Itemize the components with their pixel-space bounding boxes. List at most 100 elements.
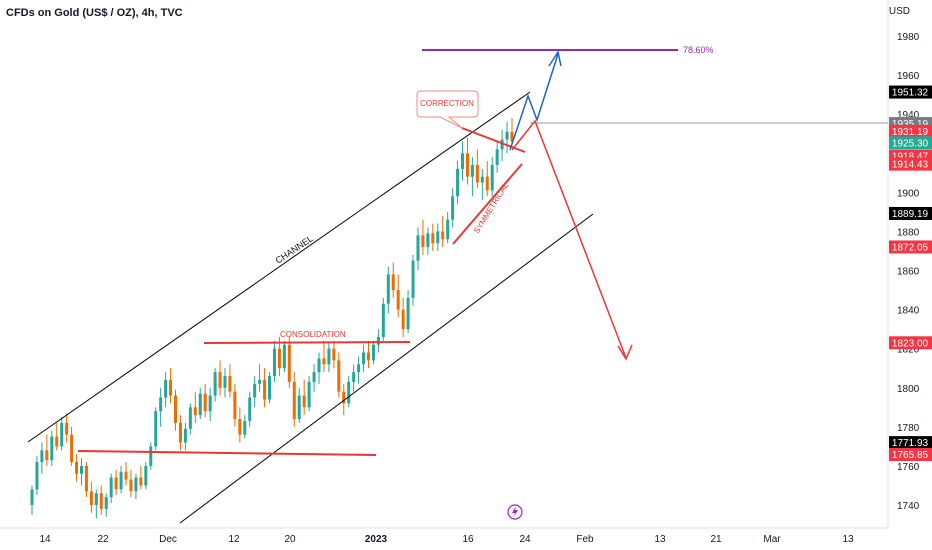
candle-body [426,233,430,248]
candle-body [485,176,489,191]
candle-body [297,395,301,420]
candle-body [223,376,227,388]
candle-body [470,164,474,177]
y-tick-label: 1800 [897,384,920,395]
candle-body [253,383,257,398]
candle-body [55,436,59,447]
price-badge [889,436,932,450]
candle-body [307,381,311,408]
candle-body [129,479,133,492]
candle-body [75,462,79,474]
price-badge-label: 1918.47 [892,152,929,163]
candle-body [104,497,108,509]
candle-body [347,381,351,404]
triangle-lower-line [452,163,523,245]
candle-body [366,352,370,361]
price-badge-label: 1823.00 [892,338,929,349]
candle-body [436,231,440,244]
x-tick-label: 14 [39,534,51,545]
price-badge [889,157,932,171]
event-lightning-icon[interactable] [507,504,523,520]
candle-body [287,344,291,382]
candle-body [302,395,306,408]
y-tick-label: 1880 [897,227,920,238]
y-tick-label: 1940 [897,110,920,121]
y-tick-label: 1740 [897,501,920,512]
x-tick-label: 16 [462,534,474,545]
candle-body [50,436,54,461]
candle-body [198,393,202,416]
y-tick-label: 1780 [897,423,920,434]
candle-body [164,379,168,398]
candle-body [376,336,380,345]
price-badge-label: 1931.19 [892,127,929,138]
x-tick-label: 12 [228,534,240,545]
candle-body [421,235,425,248]
fib-label: 78.60% [683,45,714,55]
candle-body [332,348,336,361]
time-axis[interactable]: 14 22 Dec 12 20 2023 16 24 Feb 13 21 Mar 13 [39,534,854,545]
candle-body [401,309,405,330]
price-badge [889,240,932,254]
price-badge [889,206,932,220]
candle-body [277,348,281,369]
candle-body [203,393,207,412]
candle-body [317,358,321,373]
candle-body [431,233,435,244]
price-badge-label: 1771.93 [892,438,929,449]
x-tick-label: 20 [284,534,296,545]
candle-body [396,290,400,310]
x-tick-label: 13 [654,534,666,545]
candle-body [505,131,509,140]
candle-body [386,274,390,304]
x-tick-label: 2023 [365,534,388,545]
price-badge-label: 1914.43 [892,160,929,171]
candle-body [114,477,118,490]
candle-body [411,260,415,298]
candle-body [183,428,187,443]
candle-body [263,379,267,400]
candle-body [84,465,88,492]
price-badge [889,85,932,99]
candle-body [99,493,103,509]
price-badge-label: 1925.30 [892,138,929,149]
candle-body [416,235,420,261]
candle-body [282,344,286,369]
price-badge [889,447,932,461]
consolidation-line [203,341,411,344]
price-badge [889,136,932,150]
candle-body [322,358,326,365]
price-badge-label: 1872.05 [892,242,929,253]
candle-body [248,397,252,421]
candle-body [213,372,217,396]
x-tick-label: 13 [842,534,854,545]
candle-body [480,176,484,183]
candle-body [441,231,445,240]
y-tick-label: 1860 [897,267,920,278]
candle-body [510,131,514,142]
candle-body [342,391,346,404]
candle-body [60,422,64,447]
candle-body [124,471,128,480]
candle-body [406,297,410,330]
candle-body [272,348,276,377]
candle-body [461,153,465,169]
candle-body [70,434,74,463]
correction-callout [416,90,479,129]
y-tick-label: 1980 [897,32,920,43]
candles-group [30,118,514,519]
candle-body [243,420,247,435]
candle-body [495,149,499,165]
candle-body [381,303,385,337]
y-tick-label: 1760 [897,462,920,473]
candle-body [134,477,138,492]
bullish-projection-path [509,53,559,151]
candle-body [45,450,49,461]
candle-body [500,139,504,150]
x-tick-label: 21 [710,534,722,545]
candle-body [357,364,361,373]
channel-lower-line [179,213,594,524]
candle-body [456,168,460,197]
